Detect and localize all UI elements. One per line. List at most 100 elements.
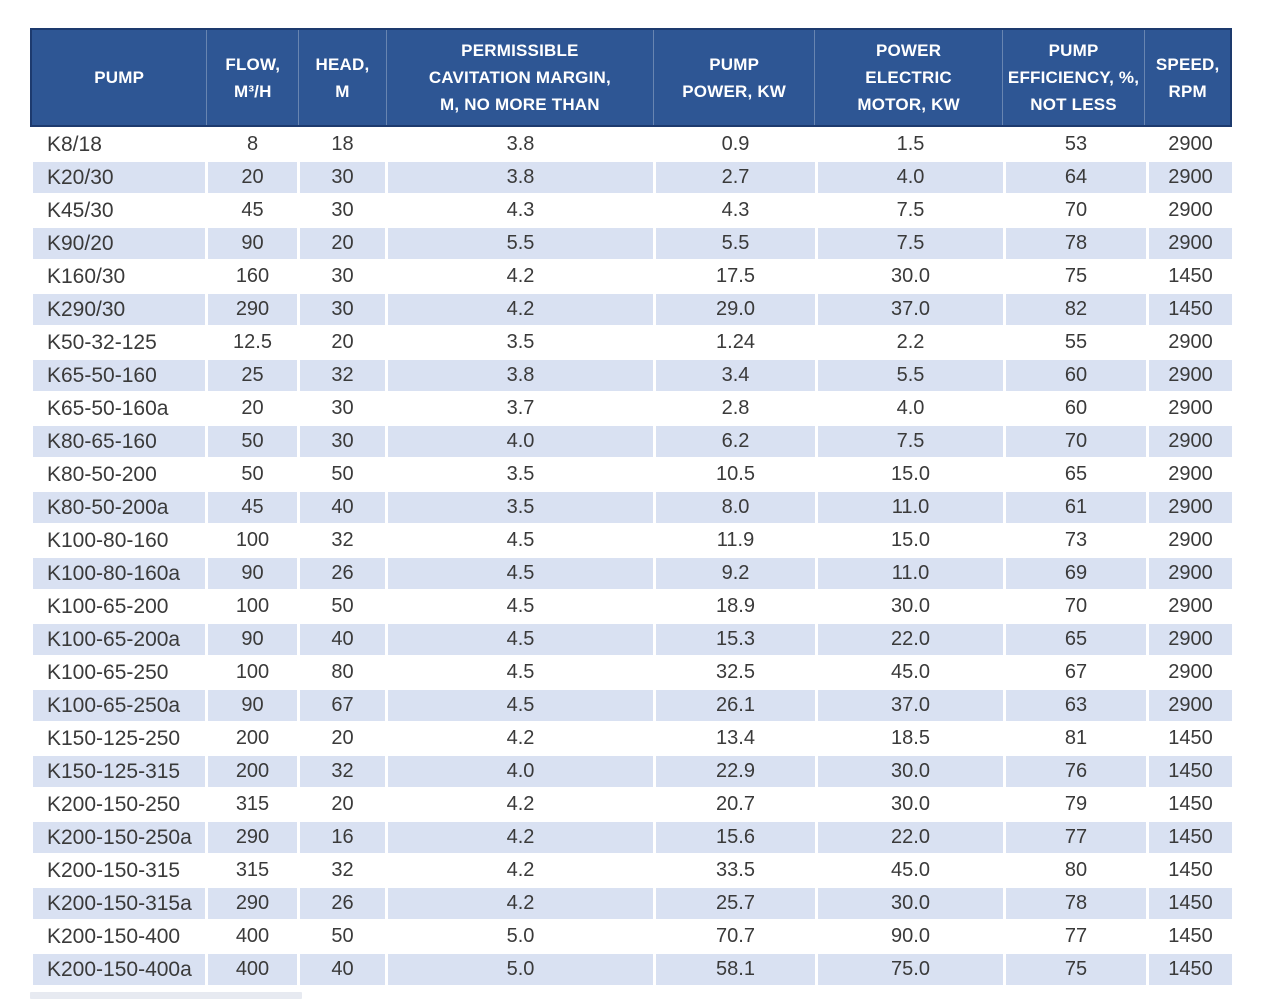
value-cell: 3.8 bbox=[385, 358, 656, 393]
value-cell: 45.0 bbox=[815, 853, 1006, 888]
value-cell: 30 bbox=[297, 424, 388, 459]
table-row: K200-150-250a 290 16 4.2 15.6 22.0 77 1450 bbox=[30, 820, 1235, 855]
value-cell: 79 bbox=[1003, 787, 1149, 822]
value-cell: 70.7 bbox=[653, 919, 818, 954]
column-header-efficiency: PUMP EFFICIENCY, %, NOT LESS bbox=[1001, 30, 1145, 125]
value-cell: 2900 bbox=[1146, 556, 1235, 591]
pump-name-cell: K100-80-160a bbox=[30, 556, 208, 591]
value-cell: 4.0 bbox=[815, 160, 1006, 195]
value-cell: 2900 bbox=[1146, 523, 1235, 558]
value-cell: 17.5 bbox=[653, 259, 818, 294]
value-cell: 100 bbox=[205, 523, 300, 558]
value-cell: 30 bbox=[297, 259, 388, 294]
value-cell: 2900 bbox=[1146, 325, 1235, 360]
value-cell: 290 bbox=[205, 292, 300, 327]
pump-name-cell: K80-50-200 bbox=[30, 457, 208, 492]
value-cell: 20 bbox=[297, 721, 388, 756]
value-cell: 2900 bbox=[1146, 193, 1235, 228]
value-cell: 1450 bbox=[1146, 787, 1235, 822]
value-cell: 1.5 bbox=[815, 127, 1006, 162]
value-cell: 77 bbox=[1003, 820, 1149, 855]
value-cell: 22.0 bbox=[815, 622, 1006, 657]
value-cell: 29.0 bbox=[653, 292, 818, 327]
value-cell: 40 bbox=[297, 622, 388, 657]
value-cell: 100 bbox=[205, 655, 300, 690]
value-cell: 25.7 bbox=[653, 886, 818, 921]
value-cell: 4.0 bbox=[385, 424, 656, 459]
value-cell: 1450 bbox=[1146, 919, 1235, 954]
value-cell: 20.7 bbox=[653, 787, 818, 822]
value-cell: 3.7 bbox=[385, 391, 656, 426]
value-cell: 9.2 bbox=[653, 556, 818, 591]
value-cell: 30.0 bbox=[815, 787, 1006, 822]
table-row: K150-125-315 200 32 4.0 22.9 30.0 76 1450 bbox=[30, 754, 1235, 789]
value-cell: 5.5 bbox=[653, 226, 818, 261]
value-cell: 15.3 bbox=[653, 622, 818, 657]
value-cell: 5.5 bbox=[815, 358, 1006, 393]
value-cell: 50 bbox=[205, 424, 300, 459]
value-cell: 53 bbox=[1003, 127, 1149, 162]
pump-name-cell: K150-125-315 bbox=[30, 754, 208, 789]
column-header-head: HEAD, M bbox=[298, 30, 386, 125]
value-cell: 32 bbox=[297, 754, 388, 789]
value-cell: 22.9 bbox=[653, 754, 818, 789]
pump-name-cell: K100-65-250 bbox=[30, 655, 208, 690]
value-cell: 315 bbox=[205, 787, 300, 822]
table-body-grid: K8/18 8 18 3.8 0.9 1.5 53 2900 K20/30 20 30 3.8 2.7 4… bbox=[30, 127, 1235, 987]
table-row: K200-150-315a 290 26 4.2 25.7 30.0 78 1450 bbox=[30, 886, 1235, 921]
value-cell: 65 bbox=[1003, 457, 1149, 492]
value-cell: 22.0 bbox=[815, 820, 1006, 855]
table-row: K200-150-400 400 50 5.0 70.7 90.0 77 1450 bbox=[30, 919, 1235, 954]
value-cell: 8 bbox=[205, 127, 300, 162]
value-cell: 4.3 bbox=[653, 193, 818, 228]
value-cell: 3.8 bbox=[385, 127, 656, 162]
value-cell: 81 bbox=[1003, 721, 1149, 756]
table-body: K8/18 8 18 3.8 0.9 1.5 53 2900 K20/30 20 30 3.8 2.7 4… bbox=[30, 127, 1235, 987]
value-cell: 2.7 bbox=[653, 160, 818, 195]
value-cell: 90.0 bbox=[815, 919, 1006, 954]
value-cell: 30.0 bbox=[815, 259, 1006, 294]
pump-name-cell: K150-125-250 bbox=[30, 721, 208, 756]
value-cell: 4.2 bbox=[385, 259, 656, 294]
value-cell: 20 bbox=[297, 325, 388, 360]
table-row: K80-50-200 50 50 3.5 10.5 15.0 65 2900 bbox=[30, 457, 1235, 492]
pump-name-cell: K50-32-125 bbox=[30, 325, 208, 360]
value-cell: 33.5 bbox=[653, 853, 818, 888]
pump-name-cell: K80-50-200a bbox=[30, 490, 208, 525]
table-row: K100-65-250a 90 67 4.5 26.1 37.0 63 2900 bbox=[30, 688, 1235, 723]
value-cell: 2900 bbox=[1146, 127, 1235, 162]
pump-name-cell: K65-50-160a bbox=[30, 391, 208, 426]
table-row: K90/20 90 20 5.5 5.5 7.5 78 2900 bbox=[30, 226, 1235, 261]
value-cell: 20 bbox=[297, 226, 388, 261]
table-row: K8/18 8 18 3.8 0.9 1.5 53 2900 bbox=[30, 127, 1235, 162]
column-header-cavitation: PERMISSIBLE CAVITATION MARGIN, M, NO MORE … bbox=[385, 30, 653, 125]
table-row: K200-150-250 315 20 4.2 20.7 30.0 79 1450 bbox=[30, 787, 1235, 822]
table-header-row: PUMP FLOW, M³/H HEAD, M PERMISSIBLE CAVITAT… bbox=[30, 28, 1232, 127]
value-cell: 290 bbox=[205, 886, 300, 921]
value-cell: 2900 bbox=[1146, 391, 1235, 426]
value-cell: 4.2 bbox=[385, 853, 656, 888]
value-cell: 5.0 bbox=[385, 952, 656, 987]
value-cell: 3.8 bbox=[385, 160, 656, 195]
value-cell: 70 bbox=[1003, 193, 1149, 228]
value-cell: 20 bbox=[205, 391, 300, 426]
value-cell: 16 bbox=[297, 820, 388, 855]
value-cell: 15.0 bbox=[815, 457, 1006, 492]
value-cell: 4.5 bbox=[385, 589, 656, 624]
pump-name-cell: K100-65-200a bbox=[30, 622, 208, 657]
value-cell: 64 bbox=[1003, 160, 1149, 195]
value-cell: 3.5 bbox=[385, 490, 656, 525]
value-cell: 20 bbox=[205, 160, 300, 195]
table-row: K100-65-250 100 80 4.5 32.5 45.0 67 2900 bbox=[30, 655, 1235, 690]
pump-name-cell: K45/30 bbox=[30, 193, 208, 228]
value-cell: 90 bbox=[205, 226, 300, 261]
value-cell: 2900 bbox=[1146, 490, 1235, 525]
table-row: K100-65-200a 90 40 4.5 15.3 22.0 65 2900 bbox=[30, 622, 1235, 657]
value-cell: 8.0 bbox=[653, 490, 818, 525]
value-cell: 4.2 bbox=[385, 787, 656, 822]
value-cell: 2.8 bbox=[653, 391, 818, 426]
pump-name-cell: K290/30 bbox=[30, 292, 208, 327]
pump-name-cell: K100-65-250a bbox=[30, 688, 208, 723]
value-cell: 315 bbox=[205, 853, 300, 888]
